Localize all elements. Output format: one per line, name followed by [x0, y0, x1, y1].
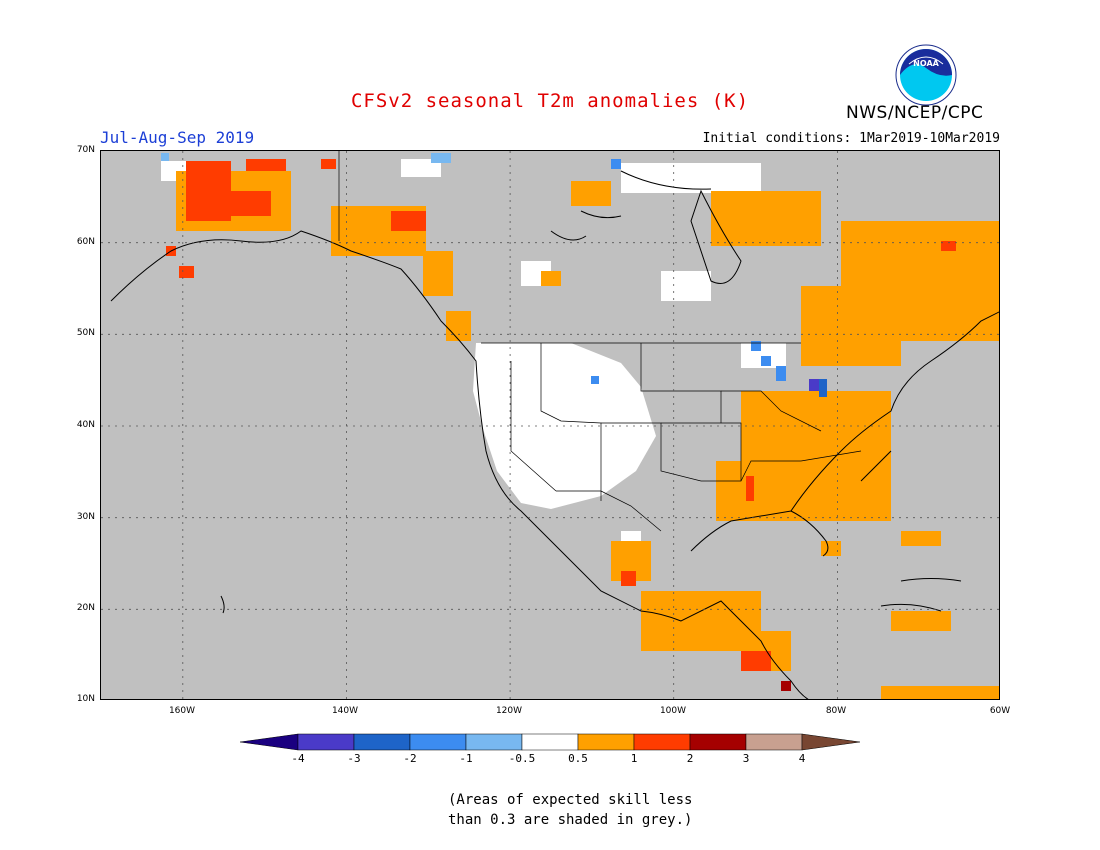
lat-lon-gridlines: [101, 151, 999, 699]
colorbar-label: -1: [459, 752, 473, 765]
colorbar-segment: [689, 733, 747, 751]
initial-conditions: Initial conditions: 1Mar2019-10Mar2019: [702, 131, 1000, 146]
colorbar-label: 0.5: [568, 752, 588, 765]
lon-label: 60W: [989, 706, 1011, 716]
footnote-line-1: (Areas of expected skill less: [448, 792, 693, 808]
lon-label: 120W: [495, 706, 523, 716]
cool-anomaly-regions: [161, 153, 827, 397]
colorbar-segment: [577, 733, 635, 751]
lon-label: 100W: [659, 706, 687, 716]
colorbar-label: 3: [742, 752, 750, 765]
agency-label: NWS/NCEP/CPC: [846, 103, 984, 123]
lat-label: 30N: [76, 512, 95, 522]
lat-label: 70N: [76, 145, 95, 155]
strong-warm-regions: [166, 159, 956, 671]
colorbar-label: -2: [403, 752, 417, 765]
colorbar-low-arrow: [239, 733, 299, 751]
colorbar: [239, 733, 861, 755]
lon-label: 160W: [168, 706, 196, 716]
colorbar-label: 4: [798, 752, 806, 765]
colorbar-label: -3: [347, 752, 361, 765]
lon-label: 80W: [825, 706, 847, 716]
colorbar-segment: [297, 733, 355, 751]
colorbar-high-arrow: [801, 733, 861, 751]
colorbar-label: 2: [686, 752, 694, 765]
colorbar-label: 1: [630, 752, 638, 765]
lat-label: 10N: [76, 694, 95, 704]
skill-footnote: (Areas of expected skill less than 0.3 a…: [0, 790, 1100, 830]
colorbar-label: -4: [291, 752, 305, 765]
political-borders: [338, 151, 862, 532]
colorbar-segment: [745, 733, 803, 751]
lat-label: 40N: [76, 420, 95, 430]
colorbar-label: -0.5: [508, 752, 536, 765]
anomaly-map: [100, 150, 1000, 700]
colorbar-segment: [521, 733, 579, 751]
coastlines: [110, 170, 999, 699]
colorbar-segment: [633, 733, 691, 751]
lat-label: 60N: [76, 237, 95, 247]
colorbar-segment: [465, 733, 523, 751]
colorbar-segment: [353, 733, 411, 751]
noaa-logo: NOAA: [895, 44, 957, 110]
chart-title: CFSv2 seasonal T2m anomalies (K): [350, 90, 750, 112]
lat-label: 50N: [76, 328, 95, 338]
map-canvas: [101, 151, 999, 699]
very-strong-warm-regions: [781, 681, 791, 691]
colorbar-segment: [409, 733, 467, 751]
lon-label: 140W: [331, 706, 359, 716]
logo-text: NOAA: [913, 59, 939, 68]
forecast-period: Jul-Aug-Sep 2019: [100, 128, 255, 147]
lat-label: 20N: [76, 603, 95, 613]
warm-anomaly-regions: [176, 171, 999, 699]
footnote-line-2: than 0.3 are shaded in grey.): [448, 812, 693, 828]
